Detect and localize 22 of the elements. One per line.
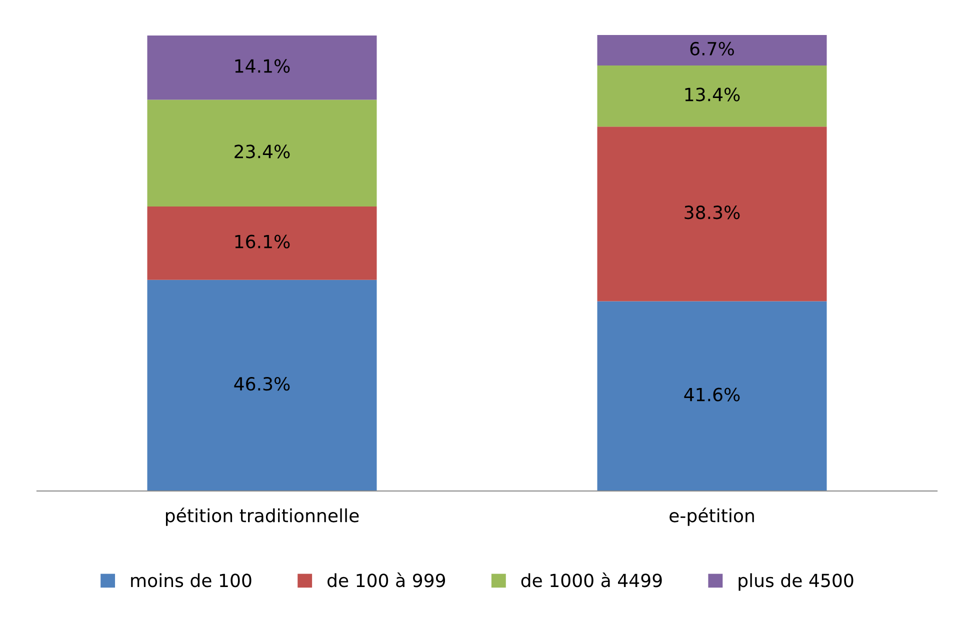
- data-label: 38.3%: [684, 206, 740, 220]
- legend-label: de 100 à 999: [328, 572, 446, 588]
- data-label: 41.6%: [684, 388, 740, 402]
- bar: [147, 206, 377, 280]
- bar: [147, 35, 377, 100]
- bar: [597, 66, 827, 127]
- data-label: 13.4%: [685, 88, 740, 102]
- data-label: 14.1%: [235, 59, 290, 73]
- bar: [147, 100, 377, 206]
- data-label: 23.4%: [234, 144, 290, 158]
- legend-label: de 1000 à 4499: [521, 572, 662, 588]
- bar: [597, 35, 827, 66]
- bar: [597, 301, 827, 491]
- data-label: 46.3%: [234, 377, 290, 391]
- bar: [147, 280, 377, 491]
- legend-label: moins de 100: [131, 573, 252, 588]
- data-label: 6.7%: [690, 42, 734, 56]
- x-tick-label: e-pétition: [670, 508, 754, 526]
- bar: [597, 126, 827, 302]
- x-tick-label: pétition traditionnelle: [166, 508, 359, 526]
- legend-label: plus de 4500: [738, 573, 854, 591]
- data-label: 16.1%: [235, 234, 290, 248]
